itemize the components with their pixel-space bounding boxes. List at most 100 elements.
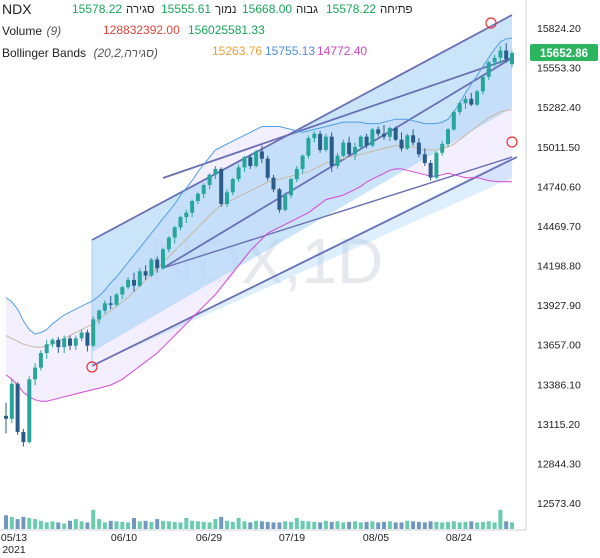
volume-bar [329, 521, 334, 530]
candle-body [504, 50, 509, 60]
channel-anchor-right [506, 136, 518, 148]
date-tick-label: 06/10 [111, 532, 137, 544]
price-tick-label: 14469.70 [537, 221, 581, 233]
volume-bar [166, 521, 171, 529]
candle [33, 363, 38, 386]
price-tick-label: 14740.60 [537, 181, 581, 193]
candle-body [248, 157, 253, 166]
candle [161, 247, 165, 270]
candle [143, 265, 148, 280]
price-axis[interactable]: 15824.20 15553.30 15282.40 15011.50 14740.60… [525, 0, 581, 530]
candle-body [463, 98, 468, 104]
candle [457, 101, 462, 115]
candle-body [225, 192, 229, 204]
candle [428, 160, 433, 181]
high-value: 15668.00 [242, 2, 293, 16]
candle-body [347, 142, 352, 155]
volume-bar [265, 521, 270, 530]
legend: NDX 15578.22 סגירה 15555.61 נמוך 15668.0… [0, 0, 440, 60]
candle [480, 75, 485, 95]
volume-bar [33, 519, 38, 529]
price-tick-label: 12844.30 [537, 458, 581, 470]
volume-bar [347, 521, 352, 530]
candle [44, 339, 49, 359]
open-value: 15578.22 [72, 2, 123, 16]
candle [405, 133, 410, 150]
candle-body [137, 271, 142, 286]
candle [475, 90, 480, 107]
candle-body [149, 259, 154, 276]
volume-bar [15, 519, 20, 529]
candle [97, 309, 102, 324]
volume-bar [358, 522, 363, 529]
candle-body [44, 344, 49, 353]
volume-bar [492, 522, 497, 529]
candle-body [166, 237, 171, 250]
candle-body [73, 338, 78, 346]
volume-bar [143, 520, 148, 530]
volume-value-1: 128832392.00 [103, 23, 180, 37]
volume-bar [271, 522, 276, 529]
candle-body [161, 249, 165, 269]
volume-bar [306, 521, 311, 529]
volume-bar [335, 521, 340, 529]
volume-bar [114, 521, 119, 529]
volume-bar [463, 521, 468, 530]
date-tick-label: 08/05 [363, 532, 389, 544]
low-label: נמוך [215, 4, 237, 16]
candle-body [190, 201, 195, 213]
volume-bar [259, 521, 264, 529]
candle-body [143, 271, 148, 276]
volume-bar [97, 519, 102, 529]
candle [190, 199, 195, 218]
volume-bar [172, 521, 177, 530]
volume-bar [341, 522, 346, 529]
volume-bar [504, 521, 509, 529]
channel-upper-line [91, 14, 513, 241]
volume-bar [120, 521, 125, 530]
candle-body [370, 129, 375, 146]
volume-label[interactable]: Volume [2, 24, 43, 38]
candle [329, 132, 334, 172]
candle-body [132, 279, 136, 286]
candle [79, 329, 84, 342]
candle [289, 177, 293, 199]
volume-bar [225, 520, 229, 530]
candle-body [242, 157, 247, 168]
candle-body [451, 111, 456, 130]
bollinger-param: (20,2,סגירה) [93, 46, 158, 60]
candle-body [422, 154, 427, 164]
volume-bar [370, 521, 375, 529]
candle [469, 92, 474, 107]
candle [126, 277, 131, 289]
candle [73, 335, 78, 351]
candle [236, 164, 241, 182]
volume-bar [4, 515, 8, 530]
bollinger-lower-value: 14772.40 [317, 44, 368, 58]
candle [50, 338, 55, 348]
price-tick-label: 15282.40 [537, 102, 581, 114]
candle [242, 155, 247, 172]
volume-bar [132, 518, 136, 529]
candle [498, 46, 503, 64]
candle [166, 236, 171, 253]
symbol-label[interactable]: NDX [2, 1, 32, 17]
candle-body [335, 155, 340, 166]
volume-bar [323, 520, 328, 530]
candle-body [50, 339, 55, 345]
volume-bar [201, 521, 206, 530]
candle-body [498, 50, 503, 58]
candle [85, 329, 90, 352]
bollinger-label[interactable]: Bollinger Bands [2, 46, 87, 60]
volume-bar [213, 519, 218, 529]
candle [108, 296, 113, 310]
candle-body [283, 195, 288, 210]
candle [137, 268, 142, 288]
volume-bar [21, 516, 26, 529]
candle [353, 142, 357, 161]
candle [213, 166, 218, 180]
candle [318, 130, 323, 153]
candles [4, 43, 514, 447]
